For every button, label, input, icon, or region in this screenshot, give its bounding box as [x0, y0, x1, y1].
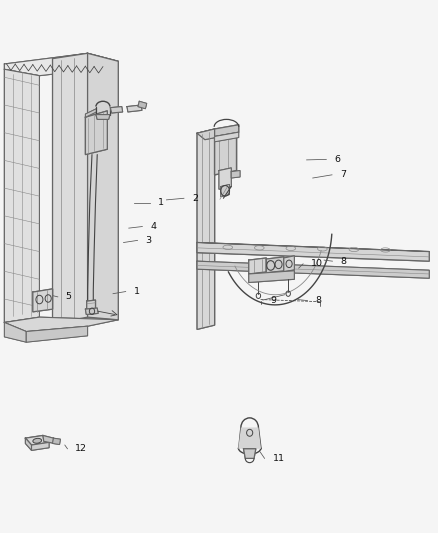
Polygon shape — [33, 289, 53, 312]
Polygon shape — [197, 129, 215, 329]
Polygon shape — [4, 322, 26, 342]
Polygon shape — [138, 101, 147, 109]
Polygon shape — [4, 53, 118, 76]
Text: 8: 8 — [340, 257, 346, 265]
Polygon shape — [26, 326, 88, 342]
Polygon shape — [266, 257, 284, 273]
Polygon shape — [87, 300, 95, 310]
Text: 9: 9 — [271, 296, 277, 304]
Polygon shape — [249, 258, 266, 274]
Ellipse shape — [33, 438, 42, 443]
Text: 5: 5 — [66, 293, 72, 301]
Text: 7: 7 — [340, 171, 346, 179]
Polygon shape — [197, 261, 429, 278]
Polygon shape — [238, 427, 261, 449]
Polygon shape — [25, 435, 49, 445]
Polygon shape — [85, 308, 98, 314]
Polygon shape — [43, 435, 55, 443]
Text: 12: 12 — [75, 445, 87, 453]
Text: 4: 4 — [150, 222, 156, 231]
Polygon shape — [25, 438, 32, 450]
Text: 10: 10 — [311, 260, 323, 268]
Text: 2: 2 — [192, 194, 198, 203]
Polygon shape — [110, 107, 123, 113]
Polygon shape — [197, 243, 429, 252]
Polygon shape — [215, 132, 239, 142]
Polygon shape — [127, 105, 142, 112]
Polygon shape — [197, 243, 429, 261]
Polygon shape — [219, 168, 231, 189]
Polygon shape — [88, 53, 118, 320]
Polygon shape — [53, 438, 60, 445]
Polygon shape — [53, 53, 88, 324]
Text: 3: 3 — [145, 236, 152, 245]
Polygon shape — [249, 271, 294, 282]
Polygon shape — [85, 111, 107, 155]
Polygon shape — [96, 115, 110, 119]
Polygon shape — [32, 442, 49, 450]
Text: 8: 8 — [315, 296, 321, 305]
Polygon shape — [4, 69, 39, 322]
Text: 1: 1 — [158, 198, 164, 207]
Text: 6: 6 — [334, 155, 340, 164]
Text: 11: 11 — [272, 454, 284, 463]
Polygon shape — [85, 109, 96, 117]
Polygon shape — [197, 129, 223, 140]
Polygon shape — [215, 125, 239, 136]
Polygon shape — [231, 171, 240, 178]
Polygon shape — [221, 184, 230, 197]
Polygon shape — [284, 256, 294, 272]
Polygon shape — [4, 317, 118, 332]
Polygon shape — [244, 449, 256, 458]
Polygon shape — [215, 133, 237, 175]
Text: 1: 1 — [134, 287, 140, 296]
